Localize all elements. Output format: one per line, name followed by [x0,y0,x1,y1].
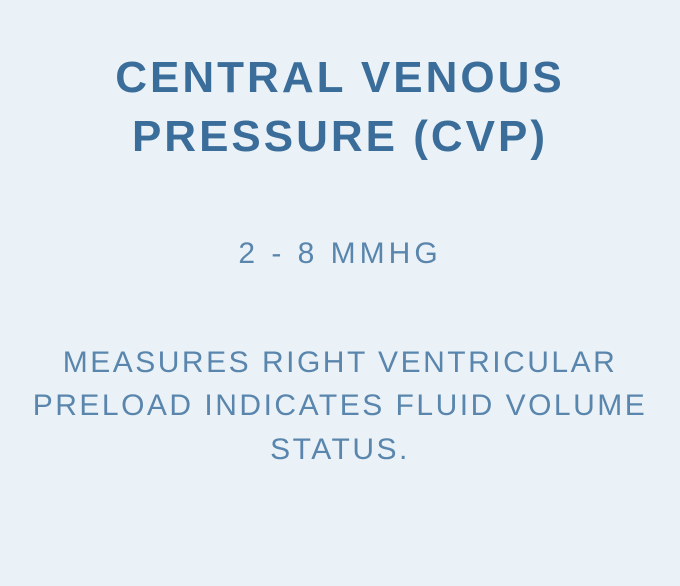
card-title: CENTRAL VENOUS PRESSURE (CVP) [30,48,650,167]
value-range: 2 - 8 MMHG [238,237,441,271]
description-text: MEASURES RIGHT VENTRICULAR PRELOAD INDIC… [30,341,650,472]
